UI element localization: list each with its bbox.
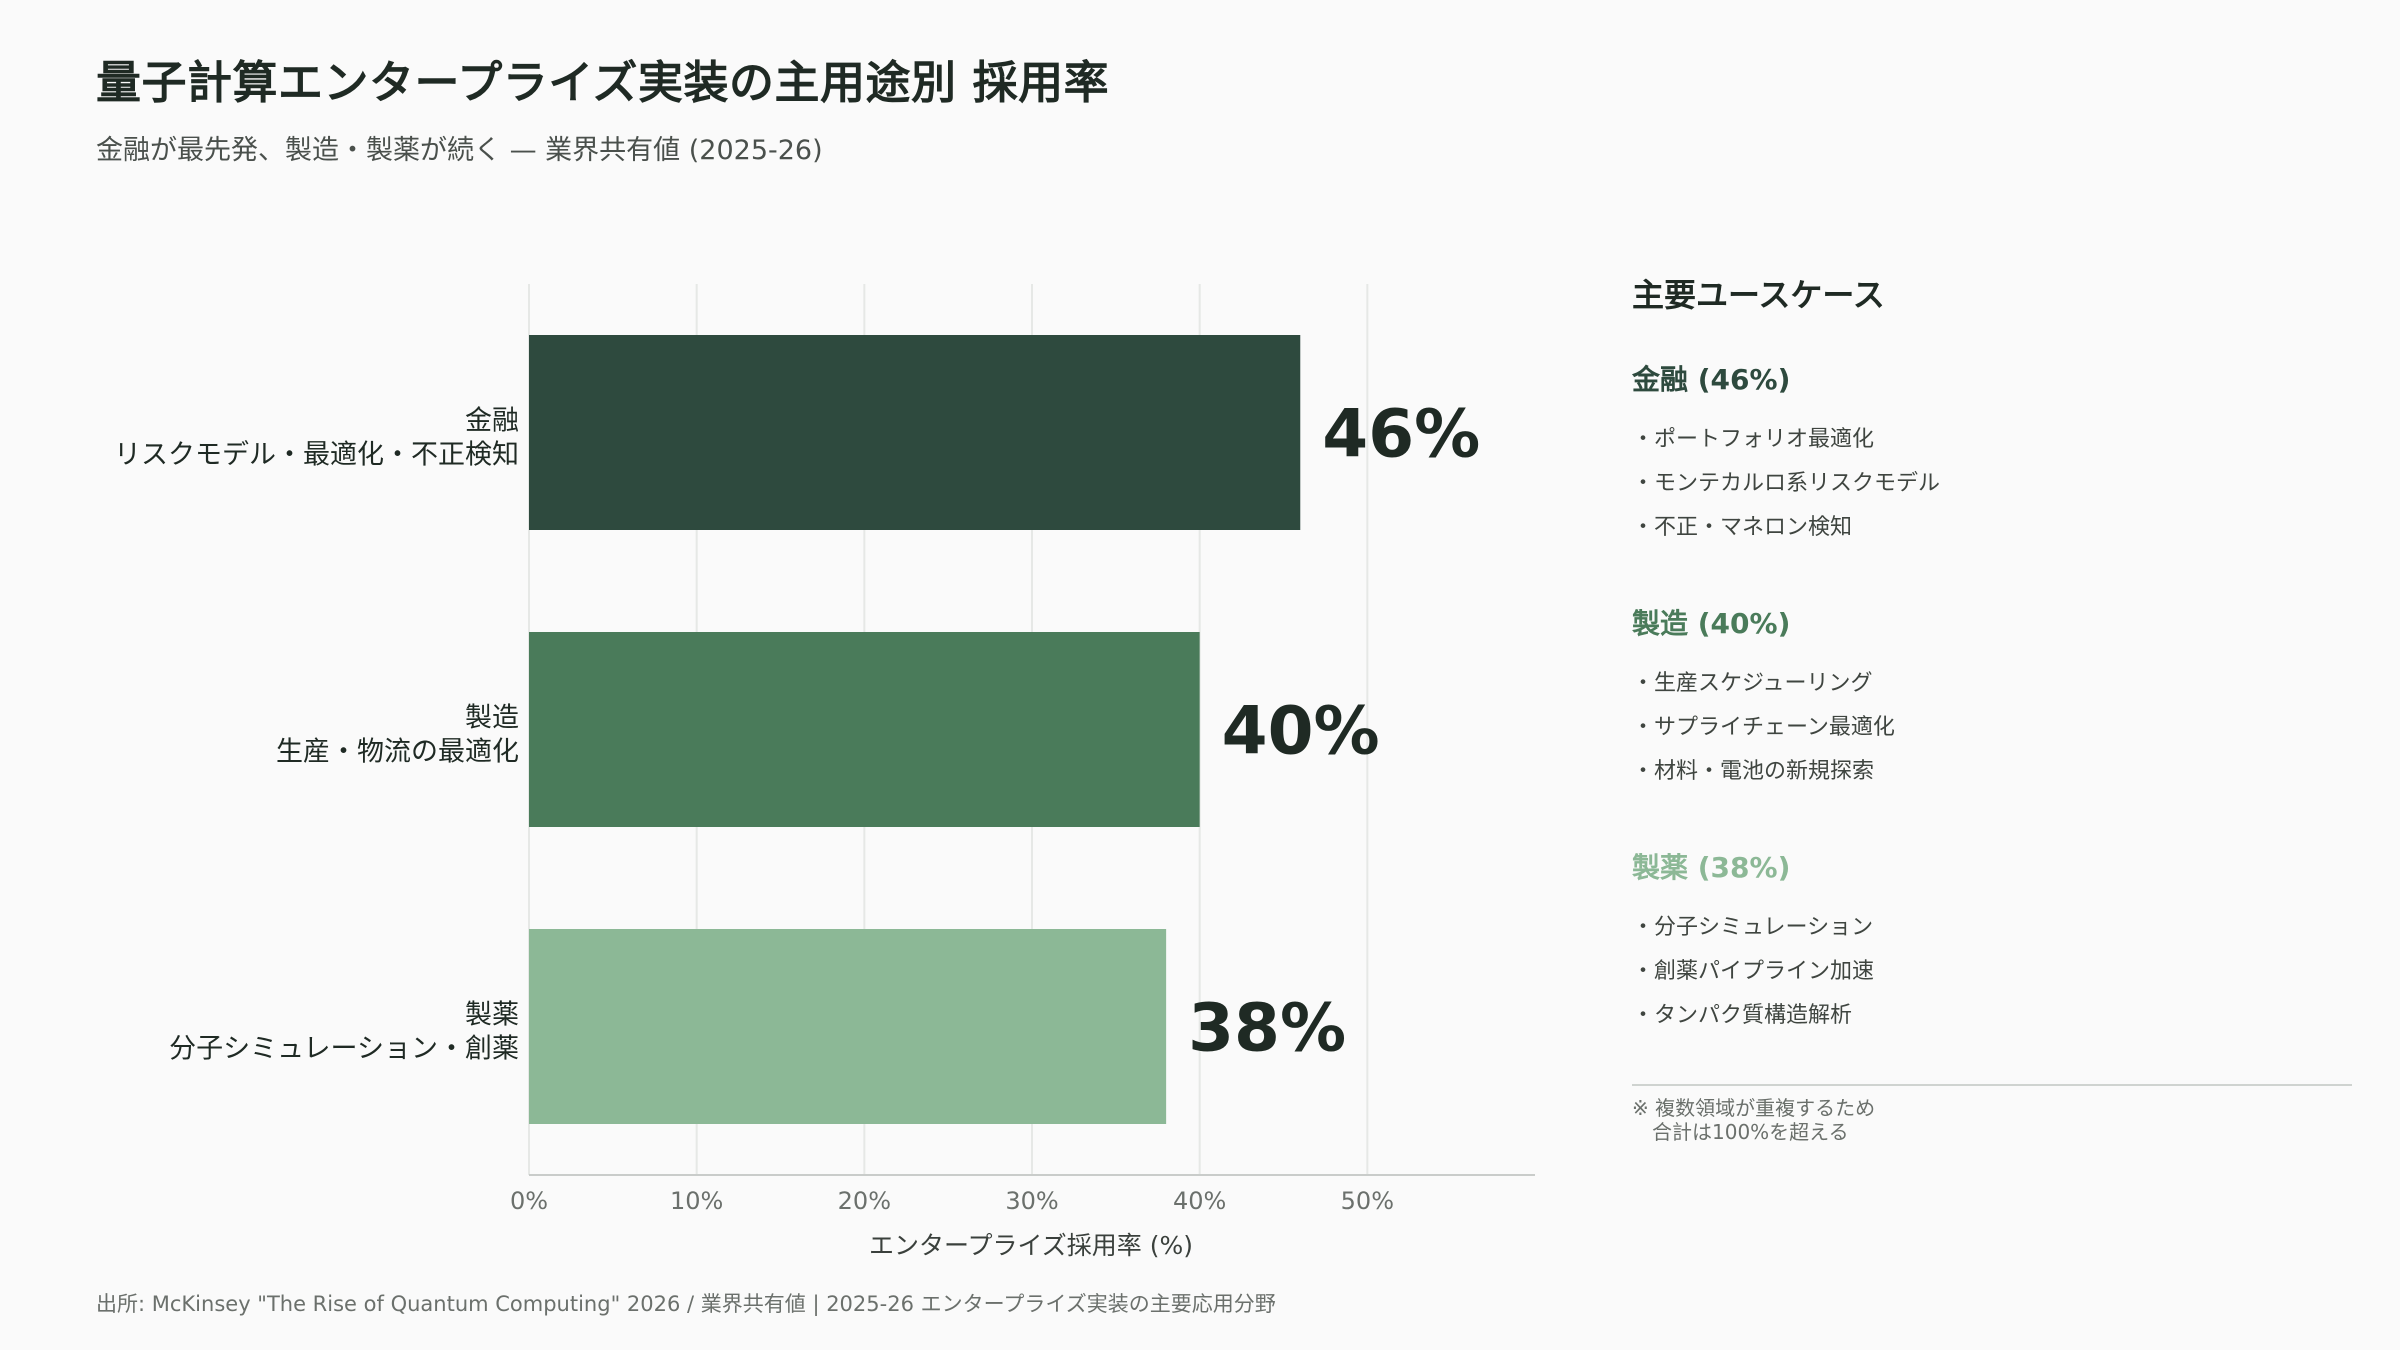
use-case-item: ・不正・マネロン検知: [1632, 515, 1853, 540]
category-label: 製薬: [465, 1000, 519, 1031]
x-tick-label: 40%: [1173, 1187, 1226, 1215]
x-axis-label: エンタープライズ採用率 (%): [869, 1231, 1193, 1260]
use-case-item: ・サプライチェーン最適化: [1632, 715, 1895, 740]
x-tick-label: 0%: [510, 1187, 548, 1215]
source-note: 出所: McKinsey "The Rise of Quantum Comput…: [96, 1292, 1276, 1316]
use-case-panel: 主要ユースケース 金融 (46%) ・ポートフォリオ最適化 ・モンテカルロ系リス…: [1632, 270, 2352, 1090]
use-case-item: ・材料・電池の新規探索: [1632, 759, 1875, 784]
use-case-group-pharma: 製薬 (38%) ・分子シミュレーション ・創薬パイプライン加速 ・タンパク質構…: [1632, 846, 2352, 1038]
bar-value-label: 46%: [1322, 396, 1480, 473]
footnote: ※ 複数領域が重複するため 合計は100%を超える: [1632, 1096, 2352, 1144]
x-tick-label: 50%: [1341, 1187, 1394, 1215]
footnote-line: ※ 複数領域が重複するため: [1632, 1096, 1876, 1120]
bar-value-label: 38%: [1188, 990, 1346, 1067]
category-detail-label: リスクモデル・最適化・不正検知: [114, 440, 519, 471]
use-case-group-title: 金融 (46%): [1632, 363, 1791, 396]
category-detail-label: 分子シミュレーション・創薬: [169, 1034, 519, 1065]
divider: [1632, 1084, 2352, 1086]
use-case-item: ・分子シミュレーション: [1632, 915, 1874, 940]
use-case-heading: 主要ユースケース: [1632, 276, 1885, 314]
x-tick-label: 30%: [1005, 1187, 1058, 1215]
bar: [529, 929, 1167, 1124]
chart-subtitle: 金融が最先発、製造・製薬が続く — 業界共有値 (2025-26): [96, 135, 823, 166]
use-case-item: ・タンパク質構造解析: [1632, 1003, 1853, 1028]
bar: [529, 632, 1200, 827]
use-case-item: ・モンテカルロ系リスクモデル: [1632, 471, 1941, 496]
use-case-group-title: 製造 (40%): [1632, 607, 1791, 640]
use-case-group-title: 製薬 (38%): [1632, 851, 1791, 884]
category-label: 製造: [465, 703, 519, 734]
use-case-item: ・生産スケジューリング: [1632, 671, 1873, 696]
use-case-item: ・創薬パイプライン加速: [1632, 959, 1875, 984]
use-case-item: ・ポートフォリオ最適化: [1632, 427, 1875, 452]
footnote-line: 合計は100%を超える: [1632, 1120, 1849, 1144]
bar-value-label: 40%: [1222, 693, 1380, 770]
x-tick-label: 20%: [838, 1187, 891, 1215]
chart-title: 量子計算エンタープライズ実装の主用途別 採用率: [96, 56, 1110, 109]
category-detail-label: 生産・物流の最適化: [276, 737, 519, 768]
category-label: 金融: [465, 406, 519, 437]
use-case-group-finance: 金融 (46%) ・ポートフォリオ最適化 ・モンテカルロ系リスクモデル ・不正・…: [1632, 358, 2352, 550]
bar: [529, 335, 1301, 530]
use-case-group-manufacturing: 製造 (40%) ・生産スケジューリング ・サプライチェーン最適化 ・材料・電池…: [1632, 602, 2352, 794]
x-tick-label: 10%: [670, 1187, 723, 1215]
